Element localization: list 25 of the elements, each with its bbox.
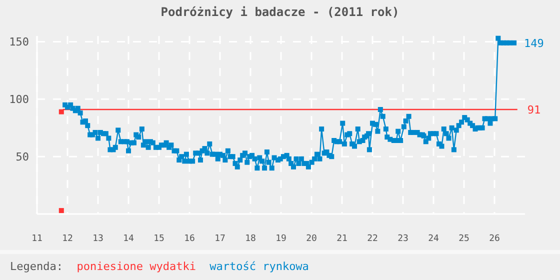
x-tick-label: 15 [154, 234, 164, 244]
y-tick-label: 150 [9, 36, 29, 49]
x-tick-label: 25 [458, 234, 470, 244]
x-tick-label: 23 [398, 234, 408, 244]
x-tick-label: 19 [276, 234, 286, 244]
x-tick-label: 18 [245, 234, 256, 244]
text: wartość rynkowa [210, 260, 309, 273]
x-tick-label: 14 [123, 234, 134, 244]
x-tick-label: 13 [92, 234, 104, 244]
x-tick-label: 16 [184, 234, 195, 244]
x-tick-label: 21 [336, 234, 348, 244]
x-tick-label: 20 [306, 234, 317, 244]
x-tick-label: 22 [367, 234, 378, 244]
x-tick-label: 26 [489, 234, 500, 244]
text: poniesione wydatki [76, 260, 196, 273]
x-tick-label: 17 [214, 234, 226, 244]
data-label: 149 [524, 36, 544, 50]
x-tick-label: 11 [32, 234, 42, 244]
legend-title: Legenda: [10, 260, 63, 273]
y-tick-label: 100 [9, 93, 29, 106]
y-tick-label: 50 [16, 150, 29, 164]
x-tick-label: 24 [428, 234, 439, 244]
data-label: 91 [527, 103, 541, 116]
x-tick-label: 12 [62, 234, 73, 244]
chart-title: Podróżnicy i badacze - (2011 rok) [160, 5, 400, 19]
